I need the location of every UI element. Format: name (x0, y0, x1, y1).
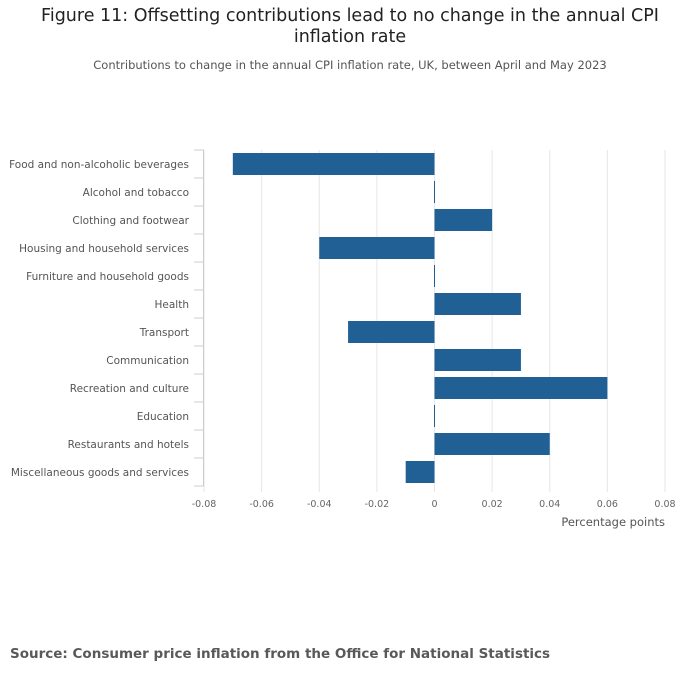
chart-title: Figure 11: Offsetting contributions lead… (41, 6, 659, 47)
bar[interactable] (434, 293, 521, 315)
x-tick-label: 0.02 (482, 499, 503, 510)
bar[interactable] (434, 433, 550, 455)
x-tick-label: -0.08 (192, 499, 217, 510)
bar[interactable] (434, 377, 608, 399)
bar[interactable] (232, 153, 435, 175)
source-note: Source: Consumer price inflation from th… (10, 646, 551, 662)
x-tick-label: -0.02 (365, 499, 390, 510)
bar[interactable] (434, 181, 435, 203)
x-tick-label: 0 (431, 499, 437, 510)
x-tick-label: -0.06 (249, 499, 274, 510)
bar[interactable] (348, 321, 435, 343)
x-tick-label: 0.04 (539, 499, 560, 510)
bar[interactable] (434, 265, 435, 287)
bar-chart: Food and non-alcoholic beverages Alcohol … (9, 149, 676, 529)
category-label: Transport (139, 327, 189, 339)
x-tick-label: 0.08 (654, 499, 675, 510)
category-label: Health (155, 299, 189, 311)
bar[interactable] (319, 237, 435, 259)
category-label: Education (137, 411, 189, 423)
bar[interactable] (405, 461, 435, 483)
x-tick-labels: -0.08 -0.06 -0.04 -0.02 0 0.02 0.04 0.06 0.08 (192, 499, 676, 510)
category-label: Furniture and household goods (26, 271, 189, 283)
category-label: Alcohol and tobacco (83, 187, 189, 199)
category-label: Restaurants and hotels (68, 439, 189, 451)
category-label: Food and non-alcoholic beverages (9, 159, 189, 171)
x-tick-label: -0.04 (307, 499, 332, 510)
bar[interactable] (434, 349, 521, 371)
category-label: Miscellaneous goods and services (11, 467, 189, 479)
category-label: Communication (106, 355, 189, 367)
category-label: Clothing and footwear (72, 215, 189, 227)
bars (232, 153, 608, 483)
x-axis-label: Percentage points (561, 515, 665, 529)
chart-subtitle: Contributions to change in the annual CP… (93, 58, 607, 72)
category-label: Housing and household services (19, 243, 189, 255)
x-tick-label: 0.06 (597, 499, 618, 510)
category-labels: Food and non-alcoholic beverages Alcohol … (9, 159, 190, 479)
category-label: Recreation and culture (70, 383, 189, 395)
bar[interactable] (434, 209, 493, 231)
bar[interactable] (434, 405, 435, 427)
gridlines (194, 149, 666, 492)
